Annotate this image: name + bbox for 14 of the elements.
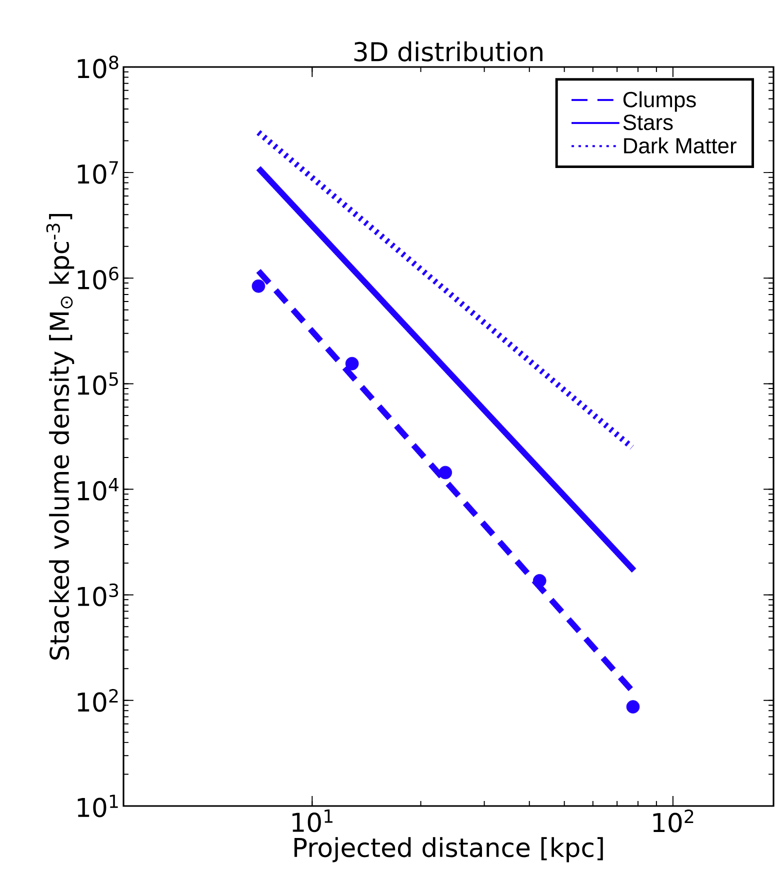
y-tick-label: 10$^{4}$ xyxy=(78,478,118,501)
y-tick-label: 10$^{1}$ xyxy=(78,794,118,818)
y-tick-label: 10$^{5}$ xyxy=(78,372,118,395)
chart-title: 3D distribution xyxy=(354,41,542,62)
x-axis-title: Projected distance [kpc] xyxy=(294,837,603,862)
y-tick-label: 10$^{8}$ xyxy=(78,56,118,78)
legend-label: Stars xyxy=(623,114,673,130)
y-tick-label: 10$^{7}$ xyxy=(78,161,118,184)
legend-label: Clumps xyxy=(623,91,696,112)
y-tick-label: 10$^{3}$ xyxy=(78,583,118,606)
legend-label: Dark Matter xyxy=(624,137,736,154)
y-axis-title: Stacked volume density [M$_{⊙}$ kpc$^{-3}$] xyxy=(46,214,74,660)
y-tick-label: 10$^{6}$ xyxy=(78,266,118,290)
y-tick-label: 10$^{2}$ xyxy=(78,689,118,712)
